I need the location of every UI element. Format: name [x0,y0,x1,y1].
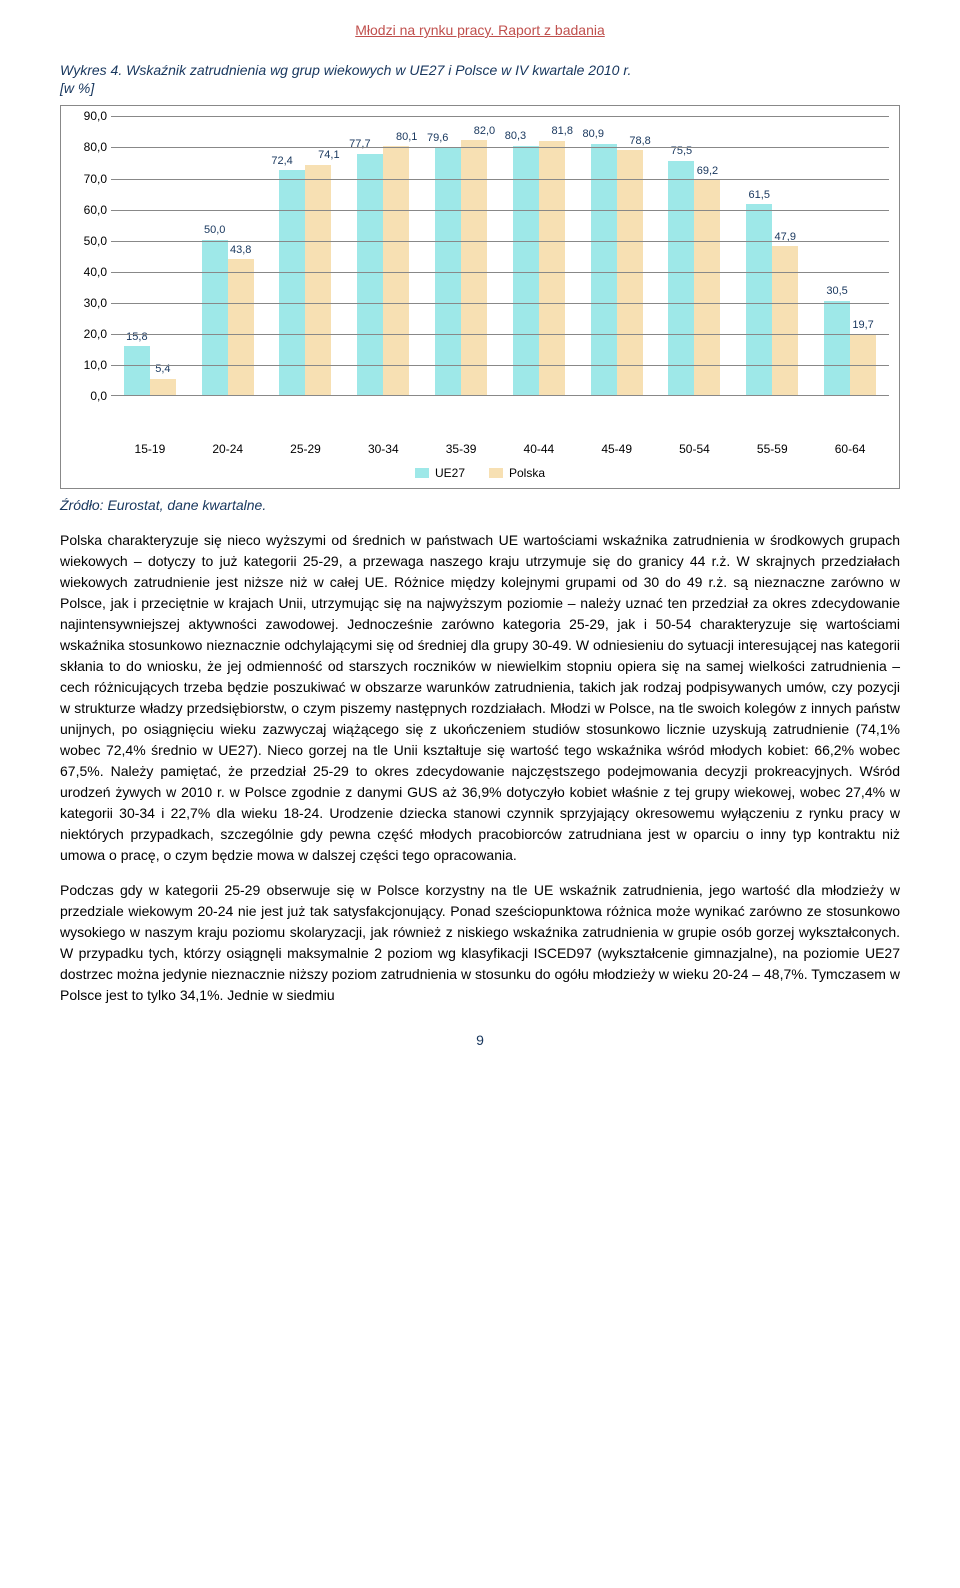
y-axis: 0,010,020,030,040,050,060,070,080,090,0 [71,116,111,396]
gridline [111,334,889,335]
bar-value-label: 80,9 [583,126,604,144]
bar-value-label: 61,5 [749,187,770,205]
page-number: 9 [60,1030,900,1051]
bar-group: 50,043,8 [193,240,263,396]
bar-value-label: 50,0 [204,222,225,240]
bar: 74,1 [305,165,331,396]
bar-value-label: 19,7 [852,317,873,335]
bar: 80,3 [513,146,539,396]
bar-group: 15,85,4 [115,346,185,395]
gridline [111,272,889,273]
y-tick: 80,0 [84,138,107,156]
chart-container: 0,010,020,030,040,050,060,070,080,090,0 … [60,105,900,489]
x-label: 20-24 [193,440,263,458]
gridline [111,147,889,148]
chart-title: Wykres 4. Wskaźnik zatrudnienia wg grup … [60,61,900,97]
gridline [111,303,889,304]
plot-area: 15,85,450,043,872,474,177,780,179,682,08… [111,116,889,396]
x-label: 55-59 [737,440,807,458]
bar-value-label: 5,4 [155,361,170,379]
bar-value-label: 72,4 [271,153,292,171]
paragraph-1: Polska charakteryzuje się nieco wyższymi… [60,530,900,866]
chart-legend: UE27 Polska [71,464,889,482]
y-tick: 30,0 [84,294,107,312]
legend-item-polska: Polska [489,464,545,482]
bar-value-label: 43,8 [230,242,251,260]
bar-value-label: 81,8 [552,123,573,141]
y-tick: 20,0 [84,325,107,343]
bar: 80,9 [591,144,617,396]
bar-group: 77,780,1 [348,146,418,395]
bar-value-label: 80,3 [505,128,526,146]
bar-value-label: 74,1 [318,147,339,165]
x-label: 15-19 [115,440,185,458]
bar: 47,9 [772,246,798,395]
y-tick: 10,0 [84,356,107,374]
bar-value-label: 82,0 [474,123,495,141]
bar: 77,7 [357,154,383,396]
bar-group: 72,474,1 [270,165,340,396]
bar: 75,5 [668,161,694,396]
legend-label-ue27: UE27 [435,464,465,482]
y-tick: 90,0 [84,107,107,125]
gridline [111,179,889,180]
bar: 72,4 [279,170,305,395]
bar-group: 61,547,9 [737,204,807,395]
bar-value-label: 77,7 [349,136,370,154]
gridline [111,241,889,242]
x-label: 45-49 [582,440,652,458]
bar-value-label: 30,5 [826,283,847,301]
gridline [111,116,889,117]
bar-value-label: 69,2 [697,163,718,181]
x-label: 25-29 [270,440,340,458]
x-label: 60-64 [815,440,885,458]
y-tick: 60,0 [84,201,107,219]
bar: 43,8 [228,259,254,395]
legend-item-ue27: UE27 [415,464,465,482]
y-tick: 40,0 [84,263,107,281]
y-tick: 0,0 [90,387,107,405]
bar: 50,0 [202,240,228,396]
bar: 5,4 [150,379,176,396]
bar-group: 75,569,2 [659,161,729,396]
bar-group: 80,978,8 [582,144,652,396]
x-axis-labels: 15-19 20-24 25-29 30-34 35-39 40-44 45-49 50-54… [111,436,889,458]
bar-value-label: 80,1 [396,129,417,147]
bar: 15,8 [124,346,150,395]
x-label: 30-34 [348,440,418,458]
bars-row: 15,85,450,043,872,474,177,780,179,682,08… [111,116,889,395]
bar: 61,5 [746,204,772,395]
bar-value-label: 75,5 [671,143,692,161]
y-tick: 50,0 [84,232,107,250]
legend-swatch-polska [489,468,503,478]
legend-label-polska: Polska [509,464,545,482]
chart-title-line2: [w %] [60,80,94,96]
legend-swatch-ue27 [415,468,429,478]
bar-group: 30,519,7 [815,301,885,396]
gridline [111,210,889,211]
page-header: Młodzi na rynku pracy. Raport z badania [60,20,900,41]
bar-value-label: 47,9 [775,229,796,247]
bar: 30,5 [824,301,850,396]
gridline [111,365,889,366]
bar: 69,2 [694,180,720,395]
chart-plot: 0,010,020,030,040,050,060,070,080,090,0 … [71,116,889,436]
bar-value-label: 15,8 [126,329,147,347]
x-label: 40-44 [504,440,574,458]
chart-title-line1: Wykres 4. Wskaźnik zatrudnienia wg grup … [60,62,631,78]
bar-value-label: 79,6 [427,130,448,148]
bar: 80,1 [383,146,409,395]
y-tick: 70,0 [84,170,107,188]
x-label: 35-39 [426,440,496,458]
chart-source: Źródło: Eurostat, dane kwartalne. [60,495,900,516]
x-label: 50-54 [659,440,729,458]
paragraph-2: Podczas gdy w kategorii 25-29 obserwuje … [60,880,900,1006]
